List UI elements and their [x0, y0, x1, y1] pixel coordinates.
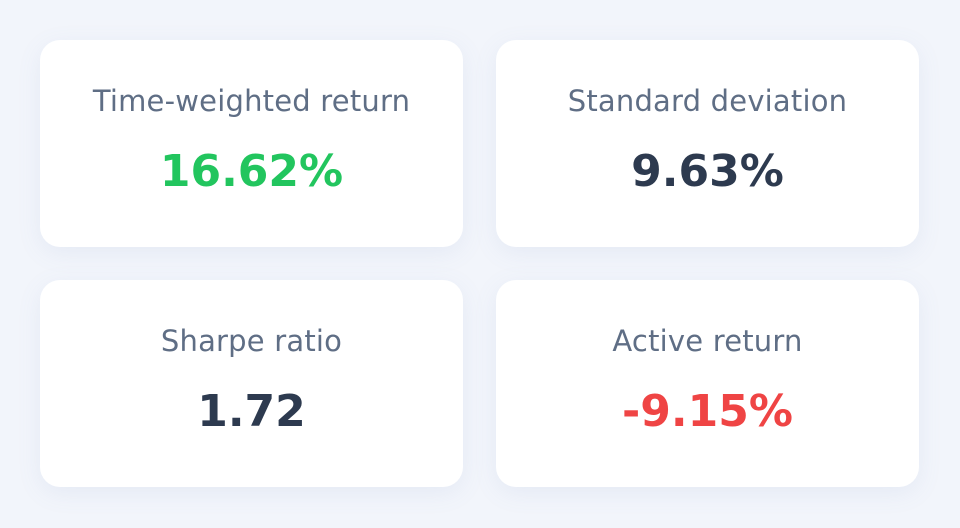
metric-card: Sharpe ratio 1.72 [40, 280, 463, 487]
metric-card: Time-weighted return 16.62% [40, 40, 463, 247]
metric-label: Active return [612, 324, 803, 358]
metric-card: Standard deviation 9.63% [496, 40, 919, 247]
metric-card: Active return -9.15% [496, 280, 919, 487]
metric-label: Standard deviation [567, 84, 848, 118]
metric-value: 16.62% [159, 146, 344, 197]
metric-value: 1.72 [197, 386, 306, 437]
metric-label: Sharpe ratio [160, 324, 343, 358]
metric-value: -9.15% [622, 386, 793, 437]
metric-value: 9.63% [631, 146, 784, 197]
metric-label: Time-weighted return [92, 84, 411, 118]
